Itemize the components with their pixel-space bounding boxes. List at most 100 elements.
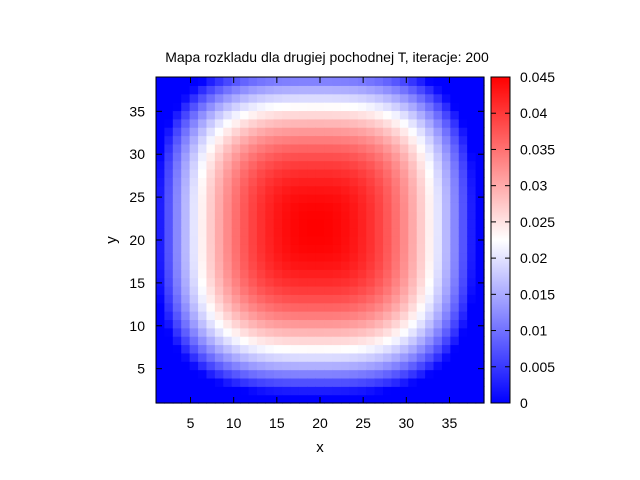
heatmap-cell — [399, 244, 409, 254]
heatmap-cell — [374, 168, 384, 178]
heatmap-cell — [290, 77, 300, 86]
heatmap-cell — [240, 311, 250, 321]
heatmap-cell — [181, 311, 191, 321]
heatmap-cell — [256, 361, 266, 371]
heatmap-cell — [240, 252, 250, 262]
heatmap-cell — [349, 302, 359, 312]
heatmap-cell — [441, 252, 451, 262]
heatmap-cell — [315, 160, 325, 170]
heatmap-cell — [240, 185, 250, 195]
heatmap-cell — [441, 235, 451, 245]
heatmap-cell — [475, 152, 485, 162]
heatmap-cell — [206, 202, 216, 212]
heatmap-cell — [223, 377, 233, 387]
heatmap-cell — [282, 135, 292, 145]
heatmap-cell — [475, 344, 485, 354]
heatmap-cell — [290, 143, 300, 153]
heatmap-cell — [156, 194, 166, 203]
heatmap-cell — [408, 160, 418, 170]
heatmap-cell — [475, 369, 485, 379]
heatmap-cell — [273, 194, 283, 203]
heatmap-cell — [341, 260, 351, 270]
heatmap-cell — [189, 202, 199, 212]
heatmap-cell — [441, 118, 451, 128]
heatmap-cell — [248, 177, 258, 187]
heatmap-cell — [458, 311, 468, 321]
x-tick-label: 10 — [226, 415, 242, 431]
heatmap-cell — [467, 269, 477, 279]
heatmap-cell — [366, 160, 376, 170]
heatmap-cell — [391, 77, 401, 86]
heatmap-cell — [408, 185, 418, 195]
heatmap-cell — [467, 185, 477, 195]
heatmap-cell — [458, 260, 468, 270]
heatmap-cell — [206, 235, 216, 245]
heatmap-cell — [341, 194, 351, 203]
heatmap-cell — [324, 227, 334, 237]
heatmap-cell — [349, 377, 359, 387]
heatmap-cell — [248, 168, 258, 178]
heatmap-cell — [172, 219, 182, 229]
heatmap-cell — [256, 285, 266, 295]
heatmap-cell — [206, 77, 216, 86]
heatmap-cell — [231, 185, 241, 195]
heatmap-cell — [156, 202, 166, 212]
heatmap-cell — [265, 177, 275, 187]
heatmap-cell — [214, 319, 224, 329]
heatmap-cell — [172, 302, 182, 312]
colorbar-tick-label: 0.005 — [520, 359, 555, 375]
heatmap-cell — [265, 102, 275, 112]
heatmap-cell — [475, 102, 485, 112]
heatmap-cell — [189, 285, 199, 295]
heatmap-cell — [458, 344, 468, 354]
heatmap-cell — [265, 294, 275, 304]
heatmap-cell — [366, 269, 376, 279]
heatmap-cell — [214, 135, 224, 145]
heatmap-cell — [425, 102, 435, 112]
heatmap-cell — [332, 386, 342, 396]
heatmap-cell — [273, 277, 283, 287]
heatmap-cell — [383, 235, 393, 245]
heatmap-cell — [332, 361, 342, 371]
heatmap-cell — [181, 336, 191, 346]
heatmap-cell — [349, 210, 359, 220]
heatmap-cell — [214, 235, 224, 245]
colorbar-tick-label: 0.02 — [520, 250, 547, 266]
heatmap-cell — [391, 127, 401, 137]
heatmap-cell — [324, 252, 334, 262]
heatmap-cell — [391, 177, 401, 187]
heatmap-cell — [231, 177, 241, 187]
heatmap-cell — [248, 77, 258, 86]
heatmap-cell — [156, 219, 166, 229]
heatmap-cell — [425, 252, 435, 262]
heatmap-cell — [298, 168, 308, 178]
heatmap-cell — [282, 344, 292, 354]
heatmap-cell — [214, 219, 224, 229]
heatmap-cell — [433, 327, 443, 337]
heatmap-cell — [181, 135, 191, 145]
heatmap-cell — [231, 369, 241, 379]
heatmap-cell — [416, 394, 426, 404]
colorbar-tick-label: 0 — [520, 395, 528, 411]
heatmap-cell — [223, 285, 233, 295]
heatmap-cell — [214, 269, 224, 279]
heatmap-cell — [198, 336, 208, 346]
heatmap-cell — [198, 302, 208, 312]
heatmap-cell — [198, 369, 208, 379]
heatmap-cell — [315, 386, 325, 396]
x-tick-label: 15 — [269, 415, 285, 431]
heatmap-cell — [181, 302, 191, 312]
heatmap-cell — [223, 143, 233, 153]
heatmap-cell — [458, 177, 468, 187]
heatmap-cell — [441, 77, 451, 86]
heatmap-cell — [391, 302, 401, 312]
heatmap-cell — [357, 127, 367, 137]
heatmap-cell — [374, 202, 384, 212]
heatmap-cell — [273, 219, 283, 229]
heatmap-cell — [248, 160, 258, 170]
heatmap-cell — [164, 135, 174, 145]
heatmap-cell — [315, 177, 325, 187]
heatmap-cell — [315, 185, 325, 195]
heatmap-cell — [282, 244, 292, 254]
heatmap-cell — [399, 168, 409, 178]
